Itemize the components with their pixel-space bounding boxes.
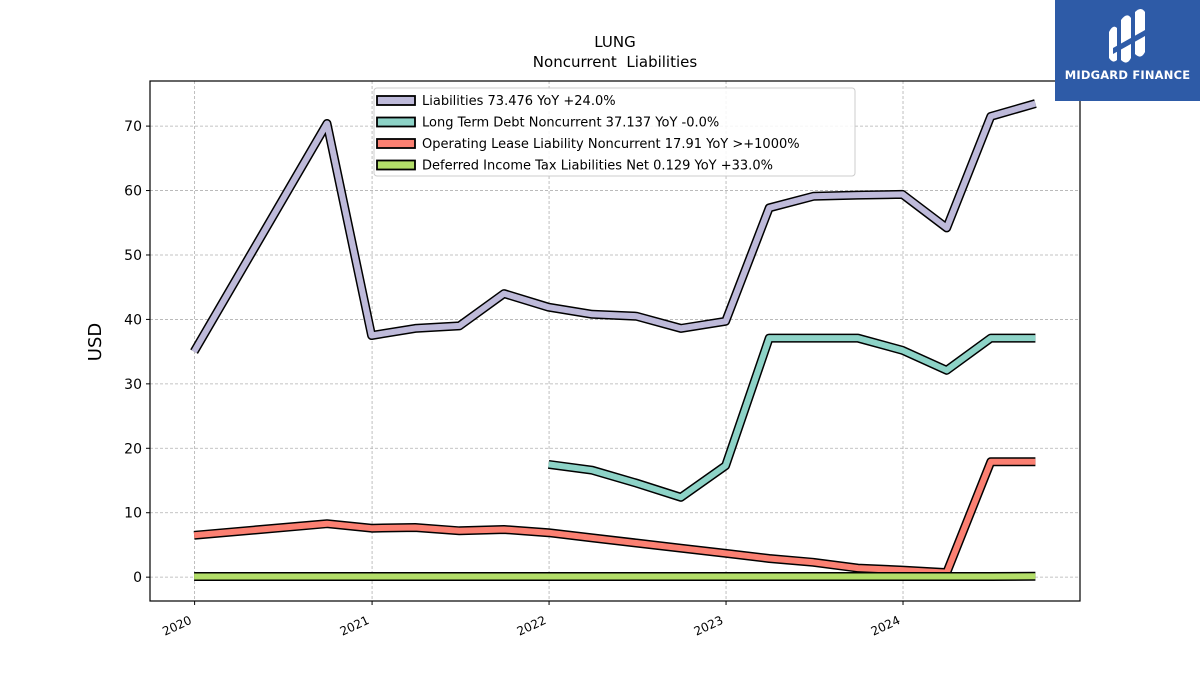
legend-label: Deferred Income Tax Liabilities Net 0.12… <box>422 159 773 174</box>
y-tick-label: 30 <box>124 377 142 393</box>
x-tick-label: 2022 <box>515 613 549 639</box>
x-tick-label: 2020 <box>160 613 194 639</box>
legend-label: Long Term Debt Noncurrent 37.137 YoY -0.… <box>422 116 719 131</box>
legend-label: Liabilities 73.476 YoY +24.0% <box>422 94 616 109</box>
series-line-1 <box>548 335 1036 501</box>
chart-title: LUNG <box>594 33 635 51</box>
y-tick-label: 50 <box>124 248 142 264</box>
y-tick-label: 20 <box>124 441 142 457</box>
y-tick-label: 70 <box>124 119 142 135</box>
series-layer <box>190 99 1037 581</box>
x-tick-label: 2021 <box>338 613 372 639</box>
legend-swatch <box>376 116 416 128</box>
legend-swatch <box>376 159 416 171</box>
legend-swatch <box>376 138 416 149</box>
brand-logo-text: MIDGARD FINANCE <box>1064 68 1191 82</box>
plot-frame <box>149 80 1081 602</box>
ticks: 0 10 20 30 40 50 60 70 2020 2021 2022 2023 2024 <box>124 119 904 639</box>
legend-frame <box>373 87 856 177</box>
y-tick-label: 40 <box>124 312 142 328</box>
chart-subtitle: Noncurrent Liabilities <box>533 53 698 71</box>
y-tick-label: 10 <box>124 506 142 522</box>
y-axis-label: USD <box>85 323 106 361</box>
legend-swatch <box>376 95 416 106</box>
legend-label: Operating Lease Liability Noncurrent 17.… <box>422 137 800 152</box>
x-tick-label: 2023 <box>692 613 726 639</box>
y-tick-label: 60 <box>124 184 142 200</box>
brand-logo: MIDGARD FINANCE <box>1055 0 1200 101</box>
x-tick-label: 2024 <box>869 613 903 639</box>
brand-logo-mark-icon <box>1109 9 1145 63</box>
legend: Liabilities 73.476 YoY +24.0% Long Term D… <box>373 87 856 177</box>
series-line-2 <box>193 458 1036 576</box>
y-tick-label: 0 <box>133 570 142 586</box>
series-line-0 <box>191 100 1037 354</box>
